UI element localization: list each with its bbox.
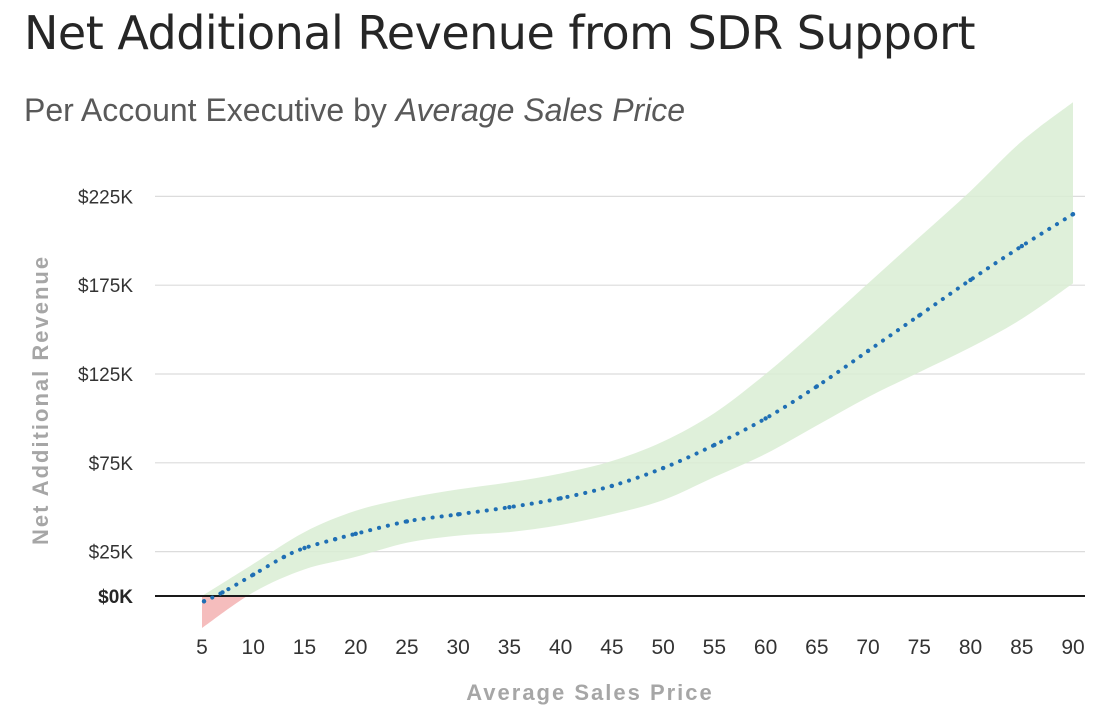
x-tick-label: 5 <box>196 636 208 659</box>
y-tick-label: $175K <box>78 276 133 297</box>
data-point <box>201 599 207 604</box>
series-points <box>201 212 1076 604</box>
y-tick-label: $125K <box>78 365 133 386</box>
data-point <box>302 545 307 551</box>
data-point <box>281 554 287 560</box>
data-point <box>968 277 973 283</box>
y-tick-label: $75K <box>89 454 134 475</box>
y-tick-label: $0K <box>98 587 133 608</box>
data-point <box>456 512 461 517</box>
data-point <box>763 416 768 421</box>
data-point <box>1019 243 1024 249</box>
data-point <box>220 590 225 595</box>
x-tick-label: 80 <box>959 636 982 659</box>
data-point <box>865 348 871 354</box>
chart-subtitle-text: Per Account Executive by <box>24 92 387 128</box>
x-tick-label: 30 <box>446 636 469 659</box>
x-tick-label: 10 <box>242 636 265 659</box>
data-point <box>353 531 358 536</box>
data-point <box>814 384 819 389</box>
x-tick-label: 15 <box>293 636 316 659</box>
x-tick-label: 45 <box>600 636 623 659</box>
chart-title: Net Additional Revenue from SDR Support <box>24 6 976 60</box>
y-axis-label: Net Additional Revenue <box>28 255 53 545</box>
x-tick-label: 70 <box>856 636 879 659</box>
x-tick-label: 20 <box>344 636 367 659</box>
x-tick-label: 65 <box>805 636 828 659</box>
y-tick-label: $25K <box>89 543 134 564</box>
x-tick-label: 25 <box>395 636 418 659</box>
data-point <box>507 505 512 510</box>
x-tick-label: 75 <box>908 636 931 659</box>
x-tick-label: 60 <box>754 636 777 659</box>
data-point <box>660 465 666 471</box>
confidence-band-negative <box>202 596 248 628</box>
chart-subtitle: Per Account Executive by Average Sales P… <box>24 92 685 129</box>
x-tick-label: 90 <box>1061 636 1084 659</box>
axis-labels: $0K $25K $75K $125K $175K $225K 5 10 15 20 25 30 35 4… <box>78 187 1085 659</box>
y-tick-label: $225K <box>78 187 133 208</box>
chart-subtitle-emphasis: Average Sales Price <box>395 92 686 128</box>
data-point <box>917 313 922 318</box>
x-tick-label: 85 <box>1010 636 1033 659</box>
data-point <box>333 537 338 542</box>
confidence-band-positive <box>202 102 1073 596</box>
x-tick-label: 40 <box>549 636 572 659</box>
data-point <box>712 442 717 448</box>
data-point <box>251 572 256 577</box>
data-point <box>558 496 563 501</box>
data-point <box>609 483 615 489</box>
series-line-0 <box>202 212 1075 604</box>
confidence-band <box>202 102 1073 628</box>
data-point <box>1070 212 1076 217</box>
x-axis-label: Average Sales Price <box>466 680 714 705</box>
data-point <box>404 519 410 524</box>
x-tick-label: 55 <box>703 636 726 659</box>
x-tick-label: 35 <box>498 636 521 659</box>
x-tick-label: 50 <box>651 636 674 659</box>
